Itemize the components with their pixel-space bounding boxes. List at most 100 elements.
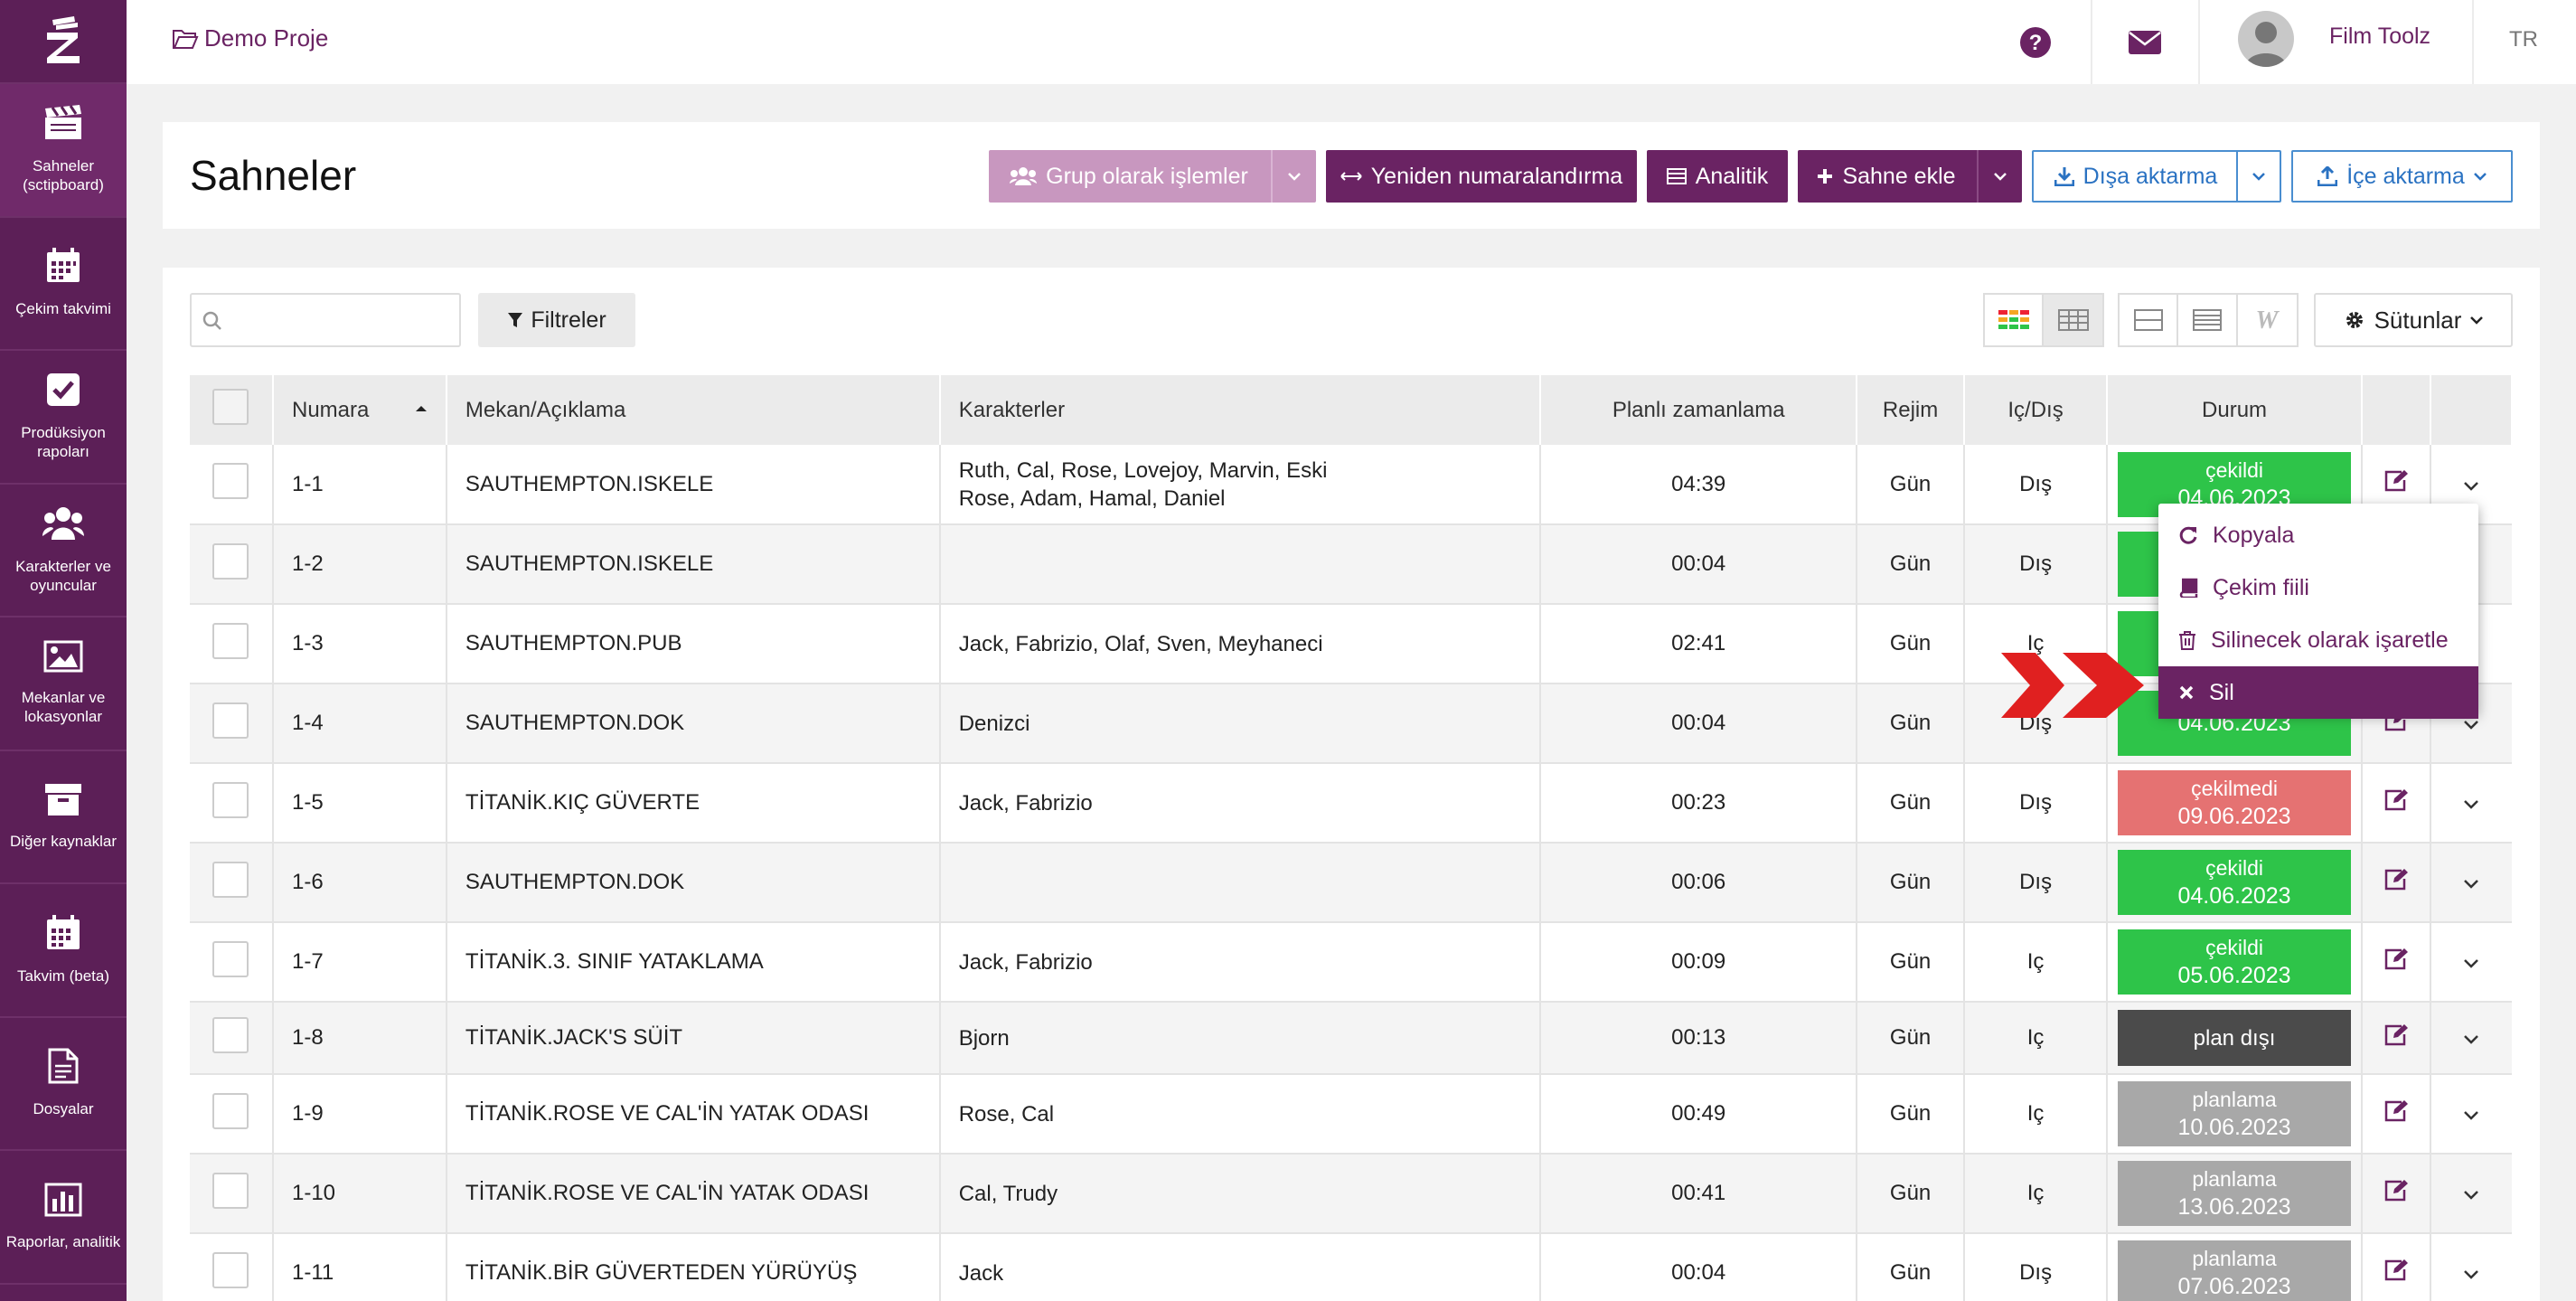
edit-icon[interactable] (2383, 1023, 2409, 1047)
table-row[interactable]: 1-6 SAUTHEMPTON.DOK 00:06 Gün Dış çekildi 04.0… (190, 843, 2512, 923)
chevron-down-icon[interactable] (2463, 1190, 2479, 1200)
add-scene-dropdown[interactable] (1977, 150, 2022, 203)
edit-icon[interactable] (2383, 788, 2409, 812)
messages-button[interactable] (2127, 0, 2163, 84)
table-row[interactable]: 1-8 TİTANİK.JACK'S SÜİT Bjorn 00:13 Gün Iç pla… (190, 1002, 2512, 1075)
number-column-header[interactable]: Numara (272, 375, 447, 445)
table-row[interactable]: 1-9 TİTANİK.ROSE VE CAL'İN YATAK ODASI Ros… (190, 1074, 2512, 1155)
import-button[interactable]: İçe aktarma (2291, 150, 2513, 203)
table-row[interactable]: 1-1 SAUTHEMPTON.ISKELE Ruth, Cal, Rose, Lo… (190, 445, 2512, 525)
menu-item-copy[interactable]: Kopyala (2158, 509, 2478, 561)
analytics-button[interactable]: Analitik (1647, 150, 1788, 203)
status-badge[interactable]: planlama 10.06.2023 (2118, 1081, 2352, 1146)
sidebar-item-2[interactable]: Prodüksiyon rapoları (0, 351, 127, 485)
menu-item-mark-for-deletion[interactable]: Silinecek olarak işaretle (2158, 614, 2478, 666)
status-badge[interactable]: çekildi 04.06.2023 (2118, 850, 2352, 915)
select-all-checkbox[interactable] (212, 389, 249, 425)
location-column-header[interactable]: Mekan/Açıklama (446, 375, 941, 445)
help-button[interactable]: ? (2017, 0, 2054, 84)
sidebar-item-7[interactable]: Dosyalar (0, 1018, 127, 1151)
language-switch[interactable]: TR (2509, 27, 2538, 52)
wrap-text-toggle[interactable]: W (2238, 295, 2297, 345)
status-badge[interactable]: çekilmedi 09.06.2023 (2118, 770, 2352, 835)
edit-icon[interactable] (2383, 947, 2409, 971)
colored-view-toggle[interactable] (1985, 295, 2045, 345)
timing-column-header[interactable]: Planlı zamanlama (1540, 375, 1858, 445)
user-name[interactable]: Film Toolz (2329, 24, 2431, 49)
chevron-down-icon[interactable] (2463, 481, 2479, 491)
row-location[interactable]: TİTANİK.BİR GÜVERTEDEN YÜRÜYÜŞ (446, 1233, 941, 1301)
chevron-down-icon[interactable] (2463, 720, 2479, 730)
row-location[interactable]: TİTANİK.ROSE VE CAL'İN YATAK ODASI (446, 1074, 941, 1155)
row-checkbox[interactable] (212, 781, 249, 818)
row-checkbox[interactable] (212, 463, 249, 499)
menu-item-delete[interactable]: Sil (2158, 666, 2478, 719)
chevron-down-icon[interactable] (2463, 799, 2479, 809)
status-badge[interactable]: planlama 13.06.2023 (2118, 1161, 2352, 1226)
row-location[interactable]: SAUTHEMPTON.ISKELE (446, 524, 941, 605)
row-checkbox[interactable] (212, 1172, 249, 1209)
group-operations-button[interactable]: Grup olarak işlemler (989, 150, 1316, 203)
row-location[interactable]: SAUTHEMPTON.DOK (446, 843, 941, 923)
chevron-down-icon[interactable] (2463, 1110, 2479, 1120)
sidebar-item-5[interactable]: Diğer kaynaklar (0, 751, 127, 884)
chevron-down-icon[interactable] (2463, 1034, 2479, 1044)
status-badge[interactable]: çekildi 05.06.2023 (2118, 929, 2352, 995)
row-checkbox[interactable] (212, 861, 249, 898)
characters-column-header[interactable]: Karakterler (939, 375, 1542, 445)
sidebar-item-4[interactable]: Mekanlar ve lokasyonlar (0, 618, 127, 751)
plain-view-toggle[interactable] (2044, 295, 2102, 345)
chevron-down-icon[interactable] (2463, 958, 2479, 968)
table-row[interactable]: 1-5 TİTANİK.KIÇ GÜVERTE Jaсk, Fabrizio 00:2… (190, 763, 2512, 844)
status-badge[interactable]: planlama 07.06.2023 (2118, 1240, 2352, 1301)
avatar[interactable] (2238, 11, 2294, 67)
row-location[interactable]: TİTANİK.3. SINIF YATAKLAMA (446, 922, 941, 1003)
status-column-header[interactable]: Durum (2107, 375, 2364, 445)
edit-icon[interactable] (2383, 1179, 2409, 1202)
edit-icon[interactable] (2383, 1099, 2409, 1123)
export-button[interactable]: Dışa aktarma (2032, 150, 2281, 203)
chevron-down-icon[interactable] (2463, 879, 2479, 889)
regime-column-header[interactable]: Rejim (1857, 375, 1966, 445)
row-checkbox[interactable] (212, 622, 249, 659)
project-breadcrumb[interactable]: Demo Proje (172, 24, 328, 52)
table-row[interactable]: 1-11 TİTANİK.BİR GÜVERTEDEN YÜRÜYÜŞ Jaсk 00… (190, 1233, 2512, 1301)
status-badge[interactable]: plan dışı (2118, 1010, 2352, 1066)
row-location[interactable]: SAUTHEMPTON.DOK (446, 683, 941, 764)
menu-item-shooting-actual[interactable]: Çekim fiili (2158, 561, 2478, 614)
inout-column-header[interactable]: Iç/Dış (1964, 375, 2109, 445)
row-checkbox[interactable] (212, 940, 249, 977)
group-operations-dropdown[interactable] (1271, 150, 1316, 203)
add-scene-button[interactable]: Sahne ekle (1798, 150, 2022, 203)
row-checkbox[interactable] (212, 1251, 249, 1288)
filters-button[interactable]: Filtreler (478, 293, 635, 347)
sidebar-item-0[interactable]: Sahneler (sctipboard) (0, 84, 127, 218)
row-location[interactable]: TİTANİK.KIÇ GÜVERTE (446, 763, 941, 844)
expanded-rows-toggle[interactable] (2120, 295, 2179, 345)
app-logo[interactable] (0, 0, 127, 84)
table-row[interactable]: 1-7 TİTANİK.3. SINIF YATAKLAMA Jaсk, Fabri… (190, 922, 2512, 1003)
sidebar-item-3[interactable]: Karakterler ve oyuncular (0, 485, 127, 618)
export-dropdown[interactable] (2236, 152, 2280, 201)
sidebar-item-6[interactable]: Takvim (beta) (0, 884, 127, 1018)
edit-icon[interactable] (2383, 469, 2409, 493)
edit-icon[interactable] (2383, 868, 2409, 891)
table-row[interactable]: 1-10 TİTANİK.ROSE VE CAL'İN YATAK ODASI Ca… (190, 1154, 2512, 1234)
sidebar-item-8[interactable]: Raporlar, analitik (0, 1151, 127, 1285)
row-checkbox[interactable] (212, 1016, 249, 1053)
row-location[interactable]: SAUTHEMPTON.ISKELE (446, 445, 941, 525)
row-location[interactable]: TİTANİK.ROSE VE CAL'İN YATAK ODASI (446, 1154, 941, 1234)
renumber-button[interactable]: Yeniden numaralandırma (1326, 150, 1637, 203)
table-row[interactable]: 1-4 SAUTHEMPTON.DOK Denizci 00:04 Gün Dış 04.0… (190, 683, 2512, 764)
row-checkbox[interactable] (212, 702, 249, 739)
sidebar-item-1[interactable]: Çekim takvimi (0, 218, 127, 351)
row-location[interactable]: TİTANİK.JACK'S SÜİT (446, 1002, 941, 1075)
row-checkbox[interactable] (212, 542, 249, 580)
columns-button[interactable]: Sütunlar (2314, 293, 2513, 347)
chevron-down-icon[interactable] (2463, 1269, 2479, 1279)
edit-icon[interactable] (2383, 1259, 2409, 1282)
compact-rows-toggle[interactable] (2178, 295, 2238, 345)
search-input[interactable] (190, 293, 461, 347)
row-location[interactable]: SAUTHEMPTON.PUB (446, 604, 941, 684)
row-checkbox[interactable] (212, 1092, 249, 1129)
